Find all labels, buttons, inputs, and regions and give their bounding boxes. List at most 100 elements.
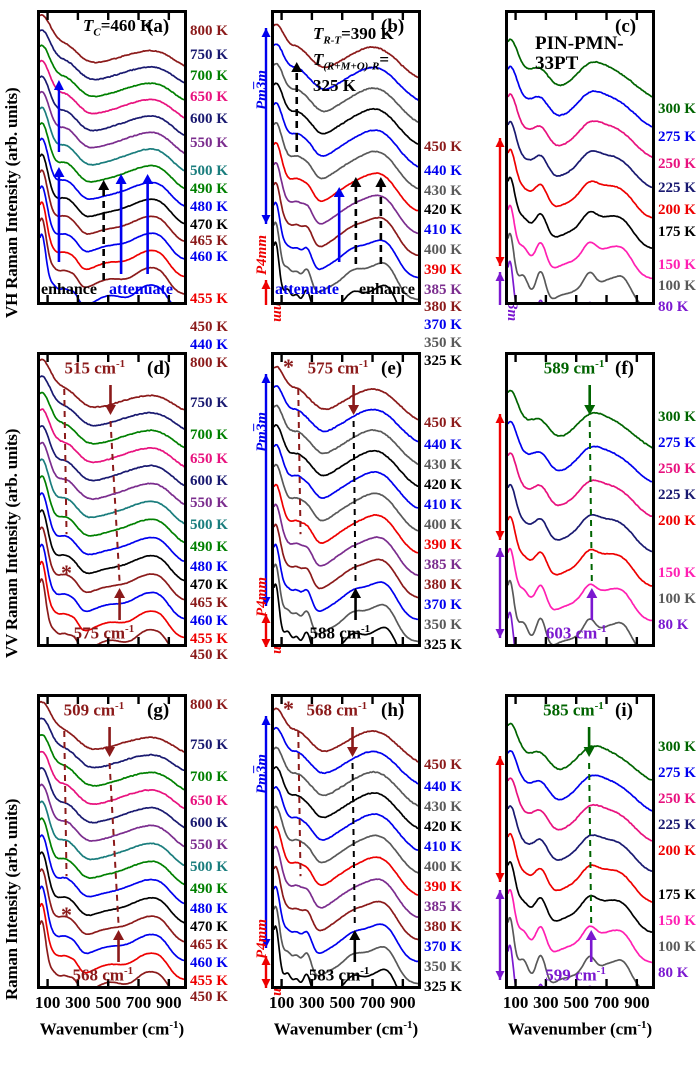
temperature-label: 490 K xyxy=(190,881,228,897)
temperature-label: 80 K xyxy=(658,617,689,633)
xaxis-title-col-1: Wavenumber (cm-1) xyxy=(273,1019,419,1039)
temperature-label: 410 K xyxy=(424,839,462,855)
panel-g-temperature-legend: 800 K 750 K 700 K 650 K 600 K 550 K 500 K 490 K… xyxy=(190,694,268,1005)
temperature-label: 175 K xyxy=(658,224,696,241)
temperature-label: 225 K xyxy=(658,180,696,196)
panel-b-letter: (b) xyxy=(381,16,405,37)
panel-e-phase-axis xyxy=(495,414,505,638)
ylabel-row-2: Raman Intensity (arb. units) xyxy=(2,798,21,1000)
panel-h-temperature-legend: 450 K 440 K 430 K 420 K 410 K 400 K 390 K 385 K… xyxy=(424,694,502,995)
panel-d-phase-axis xyxy=(261,374,271,648)
xaxis-tick-label: 500 xyxy=(563,993,589,1012)
panel-e-annotation-bottom: 588 cm-1 xyxy=(309,623,371,643)
panel-g-annotation-top: 509 cm-1 xyxy=(63,700,125,720)
temperature-label: 80 K xyxy=(658,298,689,315)
panel-g-phase-axis xyxy=(261,716,271,988)
temperature-label: 390 K xyxy=(424,261,462,278)
temperature-label: 150 K xyxy=(658,913,696,929)
temperature-label: 460 K xyxy=(190,249,228,265)
panel-b-side-phase-Pm3m: Pm3m xyxy=(254,70,270,111)
panel-h-phase-brackets xyxy=(493,694,527,989)
ylabel-row-1: VV Raman Intensity (arb. units) xyxy=(2,428,21,658)
temperature-label: 400 K xyxy=(424,517,462,533)
panel-e-side-phase-P4mm: P4mm xyxy=(254,577,270,617)
temperature-label: 550 K xyxy=(190,135,228,151)
panel-g-plot xyxy=(37,694,187,989)
panel-c-temperature-legend: 300 K 275 K 250 K 225 K 200 K 175 K 150 K 100 K… xyxy=(658,10,700,315)
panel-a-tc-label: TC=460 K xyxy=(83,16,154,39)
temperature-label: 200 K xyxy=(658,843,696,859)
temperature-label: 700 K xyxy=(190,769,228,785)
panel-b-plot xyxy=(271,10,421,305)
temperature-label: 420 K xyxy=(424,819,462,835)
panel-e-spectra xyxy=(274,355,418,644)
temperature-label: 100 K xyxy=(658,939,696,955)
panel-b-spectra xyxy=(274,13,418,302)
panel-f-letter: (f) xyxy=(615,358,634,379)
xaxis-tick-label: 100 xyxy=(268,993,295,1012)
temperature-label: 175 K xyxy=(658,887,696,903)
panel-e-temperature-legend: 450 K 440 K 430 K 420 K 410 K 400 K 390 K 385 K… xyxy=(424,352,502,653)
temperature-label: 350 K xyxy=(424,617,462,633)
xaxis-tick-label: 300 xyxy=(299,993,325,1012)
panel-a-temperature-legend: 800 K 750 K 700 K 650 K 600 K 550 K 500 K 490 K… xyxy=(190,10,268,353)
temperature-label: 430 K xyxy=(424,457,462,473)
temperature-label: 325 K xyxy=(424,352,462,369)
temperature-label: 275 K xyxy=(658,765,696,781)
temperature-label: 450 K xyxy=(424,415,462,431)
xaxis-tick-label: 900 xyxy=(624,993,650,1012)
temperature-label: 420 K xyxy=(424,202,462,219)
temperature-label: 420 K xyxy=(424,477,462,493)
temperature-label: 380 K xyxy=(424,577,462,593)
xaxis-tick-label: 700 xyxy=(593,993,620,1012)
panel-h-star-marker: * xyxy=(283,696,294,721)
temperature-label: 275 K xyxy=(658,435,696,451)
temperature-label: 460 K xyxy=(190,613,228,629)
panel-b-word-enhance: enhance xyxy=(359,281,415,298)
panel-b-word-attenuate: attenuate xyxy=(275,281,339,298)
panel-f-spectra xyxy=(508,355,652,644)
panel-d-temperature-legend: 800 K 750 K 700 K 650 K 600 K 550 K 500 K 490 K… xyxy=(190,352,268,663)
panel-g-star-marker: * xyxy=(61,902,72,927)
panel-c-sample-name: PIN-PMN-33PT xyxy=(535,33,624,74)
panel-d-annotation-top: 515 cm-1 xyxy=(64,358,126,378)
temperature-label: 350 K xyxy=(424,959,462,975)
temperature-label: 750 K xyxy=(190,395,228,411)
temperature-label: 275 K xyxy=(658,129,696,146)
panel-h-side-phase-Pm3m: Pm3m xyxy=(254,754,270,795)
temperature-label: 550 K xyxy=(190,495,228,511)
temperature-label: 350 K xyxy=(424,335,462,352)
xaxis-tick-label: 300 xyxy=(533,993,559,1012)
temperature-label: 440 K xyxy=(424,162,462,179)
panel-e-letter: (e) xyxy=(381,358,403,379)
temperature-label: 465 K xyxy=(190,595,228,611)
xaxis-tick-label: 300 xyxy=(65,993,91,1012)
temperature-label: 440 K xyxy=(424,779,462,795)
panel-b-title-line-1: T(R+M+O)-R= xyxy=(313,50,390,73)
temperature-label: 800 K xyxy=(190,355,228,371)
panel-h-side-phase-P4mm: P4mm xyxy=(254,919,270,959)
temperature-label: 800 K xyxy=(190,23,228,39)
temperature-label: 440 K xyxy=(424,437,462,453)
panel-c-spectra xyxy=(508,13,652,302)
panel-i-annotation-top: 585 cm-1 xyxy=(543,700,604,720)
panel-g-spectra xyxy=(40,697,184,986)
panel-b-side-phase-P4mm: P4mm xyxy=(254,235,270,275)
temperature-label: 380 K xyxy=(424,299,462,316)
temperature-label: 380 K xyxy=(424,919,462,935)
xaxis-tick-label: 100 xyxy=(34,993,61,1012)
temperature-label: 450 K xyxy=(190,319,228,335)
temperature-label: 410 K xyxy=(424,497,462,513)
panel-a-word-enhance: enhance xyxy=(41,281,97,298)
panel-g-annotation-bottom: 568 cm-1 xyxy=(72,965,134,985)
temperature-label: 390 K xyxy=(424,537,462,553)
panel-g-phase-brackets xyxy=(259,694,293,989)
temperature-label: 650 K xyxy=(190,793,228,809)
panel-d-phase-brackets xyxy=(259,352,293,648)
panel-h-annotation-top: 568 cm-1 xyxy=(306,700,368,720)
panel-h-phase-axis xyxy=(495,756,505,980)
temperature-label: 455 K xyxy=(190,291,228,307)
panel-i-letter: (i) xyxy=(615,700,633,721)
temperature-label: 200 K xyxy=(658,513,696,529)
panel-a-plot xyxy=(37,10,187,305)
